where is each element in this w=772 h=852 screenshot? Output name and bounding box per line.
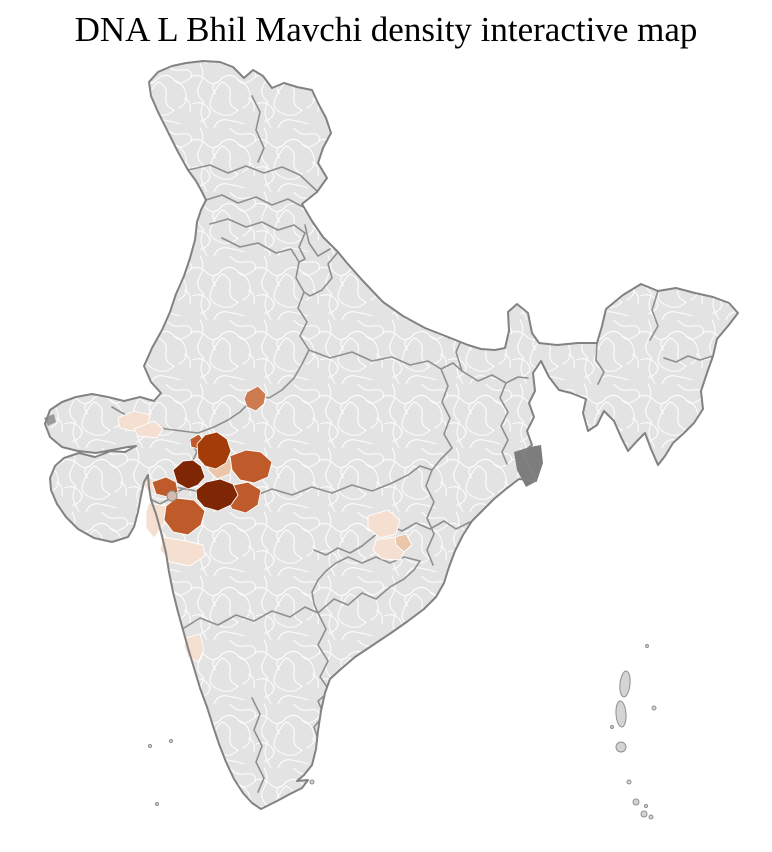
district-density-level-2[interactable] bbox=[394, 533, 413, 553]
district-density-level-4[interactable] bbox=[163, 497, 206, 536]
district-grid-overlay bbox=[45, 61, 738, 809]
state-borders bbox=[111, 95, 714, 793]
district-density-level-6[interactable] bbox=[172, 459, 206, 490]
india-outline bbox=[44, 60, 739, 810]
district-density-level-1[interactable] bbox=[133, 420, 164, 439]
rameswaram-islet bbox=[309, 779, 315, 785]
district-density-level-6[interactable] bbox=[195, 478, 239, 512]
andaman-nicobar-islands[interactable] bbox=[610, 644, 657, 820]
density-districts[interactable] bbox=[117, 385, 413, 663]
district-density-level-4[interactable] bbox=[229, 449, 273, 484]
district-density-level-1[interactable] bbox=[367, 509, 401, 539]
district-density-level-1[interactable] bbox=[159, 536, 206, 567]
district-density-level-3[interactable] bbox=[243, 385, 267, 412]
district-density-level-5[interactable] bbox=[196, 431, 232, 470]
lakshadweep-islands[interactable] bbox=[148, 739, 173, 806]
page-title: DNA L Bhil Mavchi density interactive ma… bbox=[74, 10, 698, 49]
district-density-circle[interactable] bbox=[166, 490, 178, 502]
district-density-level-1[interactable] bbox=[183, 633, 205, 663]
